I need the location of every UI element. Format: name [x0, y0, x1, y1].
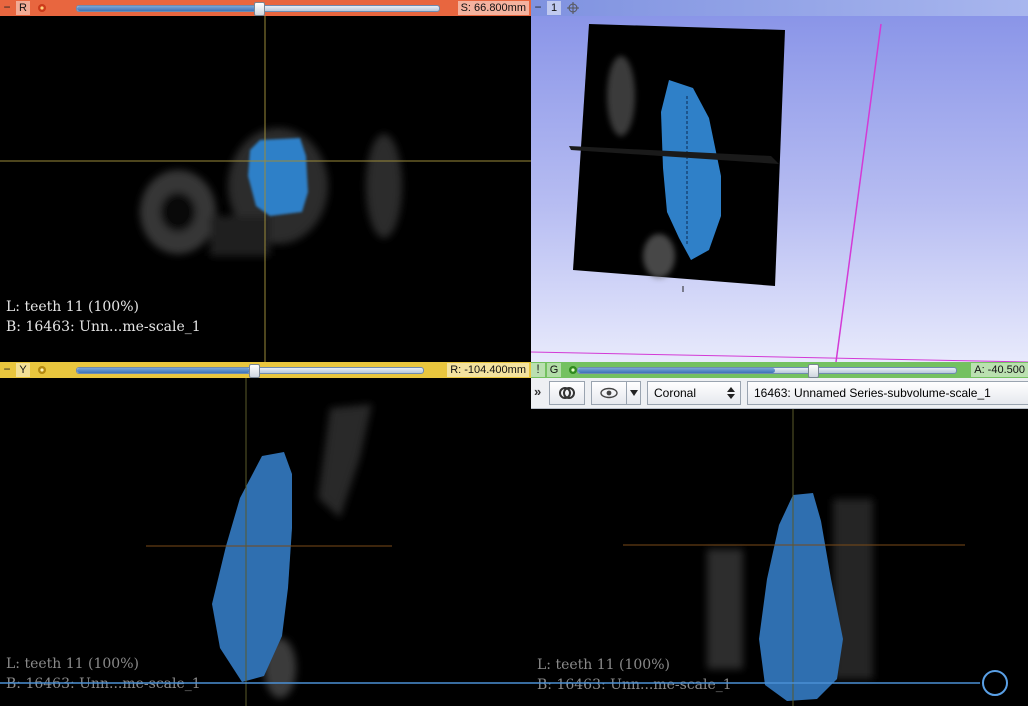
- link-toggle-icon[interactable]: [565, 363, 581, 377]
- background-layer-annotation: B: 16463: Unn...me-scale_1: [6, 676, 201, 692]
- threed-render: [531, 23, 1028, 362]
- label-layer-annotation: L: teeth 11 (100%): [6, 656, 139, 672]
- view-letter-label: Y: [16, 363, 30, 377]
- slice-offset-readout: S: 66.800mm: [457, 1, 529, 15]
- crosshair-icon[interactable]: [565, 1, 581, 15]
- eye-icon: [600, 387, 618, 399]
- slice-outline: [531, 351, 1028, 362]
- view-annotations: L: teeth 11 (100%) B: 16463: Unn...me-sc…: [537, 655, 732, 695]
- background-volume-value: 16463: Unnamed Series-subvolume-scale_1: [754, 386, 991, 400]
- view-letter-label: R: [16, 1, 30, 15]
- axial-slice-image: [0, 16, 531, 362]
- more-options-button[interactable]: »: [534, 384, 542, 399]
- chevron-down-icon: [629, 390, 638, 396]
- slice-offset-slider[interactable]: [76, 364, 424, 378]
- pin-icon[interactable]: !: [531, 363, 545, 377]
- label-layer-annotation: L: teeth 11 (100%): [537, 657, 670, 673]
- yellow-slice-view[interactable]: L: teeth 11 (100%) B: 16463: Unn...me-sc…: [0, 378, 531, 706]
- orientation-selector[interactable]: Coronal: [647, 381, 741, 405]
- slider-thumb[interactable]: [254, 2, 265, 16]
- background-layer-annotation: B: 16463: Unn...me-scale_1: [537, 677, 732, 693]
- slice-plane-edge: [569, 146, 779, 164]
- slice-outline: [835, 23, 882, 362]
- threed-view-pane: − 1: [531, 0, 1028, 362]
- slice-offset-readout: R: -104.400mm: [447, 363, 529, 377]
- visibility-button[interactable]: [591, 381, 627, 405]
- red-slice-view[interactable]: L: teeth 11 (100%) B: 16463: Unn...me-sc…: [0, 16, 531, 362]
- threed-view-controller-bar: − 1: [531, 0, 1028, 16]
- link-rings-icon: [559, 387, 575, 399]
- slice-offset-slider[interactable]: [577, 364, 957, 378]
- view-number-label: 1: [547, 1, 561, 15]
- spinner-arrows-icon: [727, 387, 735, 399]
- link-toggle-icon[interactable]: [34, 363, 50, 377]
- green-slice-view-pane: ! G A: -40.500 » Coronal: [531, 362, 1028, 706]
- pin-icon[interactable]: −: [3, 0, 11, 14]
- view-annotations: L: teeth 11 (100%) B: 16463: Unn...me-sc…: [6, 297, 201, 337]
- slider-thumb[interactable]: [249, 364, 260, 378]
- slice-offset-slider[interactable]: [76, 2, 440, 16]
- segmentation-region: [759, 493, 843, 701]
- yellow-slice-controller-bar: − Y R: -104.400mm: [0, 362, 531, 378]
- orientation-value: Coronal: [654, 386, 697, 400]
- visibility-menu-button[interactable]: [627, 381, 641, 405]
- green-slice-controller-toolbar: » Coronal 16463: Unnamed Series-subvolum…: [531, 378, 1028, 409]
- green-slice-controller-bar: ! G A: -40.500: [531, 362, 1028, 378]
- red-slice-controller-bar: − R S: 66.800mm: [0, 0, 531, 16]
- segmentation-surface: [661, 80, 721, 260]
- view-annotations: L: teeth 11 (100%) B: 16463: Unn...me-sc…: [6, 654, 201, 694]
- view-letter-label: G: [547, 363, 561, 377]
- segmentation-region: [212, 452, 292, 682]
- segmentation-region: [248, 138, 308, 216]
- threed-view[interactable]: [531, 16, 1028, 362]
- slider-thumb[interactable]: [808, 364, 819, 378]
- pin-icon[interactable]: −: [3, 362, 11, 376]
- link-views-button[interactable]: [549, 381, 585, 405]
- coronal-slice-image: [623, 409, 965, 706]
- background-volume-selector[interactable]: 16463: Unnamed Series-subvolume-scale_1: [747, 381, 1028, 405]
- pin-icon[interactable]: −: [534, 0, 542, 14]
- label-layer-annotation: L: teeth 11 (100%): [6, 299, 139, 315]
- slice-offset-readout: A: -40.500: [971, 363, 1028, 377]
- red-slice-view-pane: − R S: 66.800mm: [0, 0, 531, 362]
- link-toggle-icon[interactable]: [34, 1, 50, 15]
- yellow-slice-view-pane: − Y R: -104.400mm L: teeth 11 (100%) B: …: [0, 362, 531, 706]
- background-layer-annotation: B: 16463: Unn...me-scale_1: [6, 319, 201, 335]
- green-slice-view[interactable]: L: teeth 11 (100%) B: 16463: Unn...me-sc…: [531, 409, 1028, 706]
